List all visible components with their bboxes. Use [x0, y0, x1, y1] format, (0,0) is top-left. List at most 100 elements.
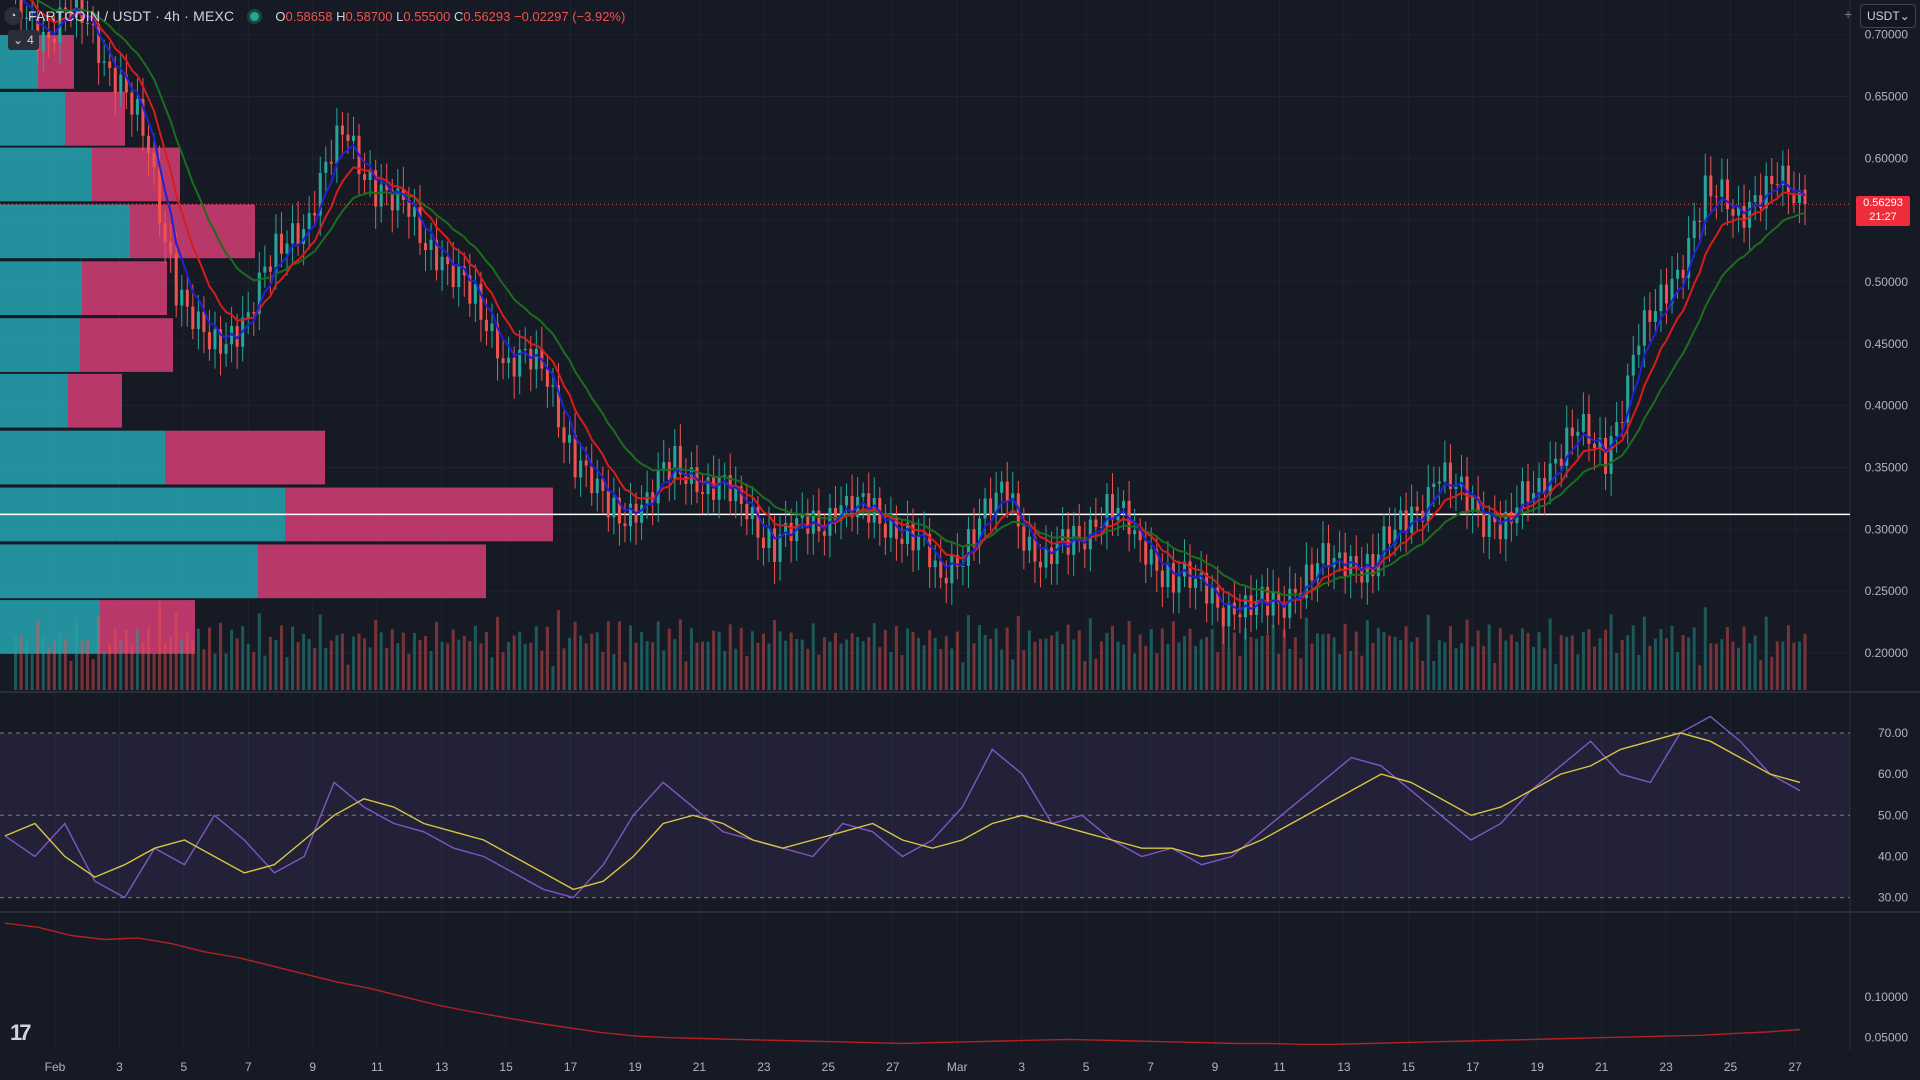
volume-bar	[63, 638, 67, 690]
volume-bar	[739, 627, 743, 690]
volume-bar	[1620, 640, 1624, 690]
candle-body	[1133, 530, 1137, 535]
candle-body	[1576, 431, 1580, 436]
volume-bar	[1027, 630, 1031, 690]
candle-body	[1748, 201, 1752, 228]
candle-body	[1764, 176, 1768, 209]
volume-bar	[1177, 642, 1181, 690]
candle-body	[484, 319, 488, 331]
volume-bar	[368, 647, 372, 690]
candle-body	[1227, 602, 1231, 627]
candle-body	[1554, 458, 1558, 464]
volume-bar	[1376, 627, 1380, 690]
volume-bar	[634, 642, 638, 690]
lower-tick-label: 0.10000	[1865, 990, 1909, 1004]
y-tick-label: 0.20000	[1865, 646, 1909, 660]
volume-bar	[1210, 629, 1214, 690]
y-tick-label: 0.65000	[1865, 90, 1909, 104]
candle-body	[496, 323, 500, 359]
candle-body	[1387, 526, 1392, 544]
volume-bar	[1570, 635, 1574, 690]
candle-body	[1803, 189, 1807, 205]
candle-body	[1759, 195, 1763, 209]
y-tick-label: 0.60000	[1865, 151, 1909, 165]
x-tick-label: 11	[1273, 1060, 1286, 1074]
currency-button[interactable]: USDT ⌄	[1860, 4, 1916, 28]
volume-bar	[412, 632, 416, 690]
volume-bar	[1736, 647, 1741, 690]
volume-bar	[47, 646, 51, 690]
volume-bar	[69, 660, 73, 690]
volume-bar	[1277, 653, 1281, 690]
candle-body	[52, 38, 56, 43]
candle-body	[1526, 481, 1530, 502]
candle-body	[1404, 510, 1408, 533]
volume-bar	[789, 632, 793, 690]
volume-bar	[207, 627, 211, 690]
volume-bar	[1797, 641, 1801, 690]
candle-body	[1498, 522, 1502, 540]
volume-bar	[673, 639, 677, 690]
rsi-tick-label: 30.00	[1878, 891, 1908, 905]
volume-bar	[617, 621, 621, 690]
volume-bar	[551, 665, 555, 690]
candle-body	[291, 223, 295, 244]
volume-bar	[1393, 636, 1397, 690]
volume-bar	[329, 640, 333, 690]
volume-bar	[1354, 631, 1358, 690]
candle-body	[789, 522, 793, 542]
volume-bar	[917, 637, 921, 690]
volume-profile-down-bar	[80, 318, 173, 372]
volume-bar	[74, 617, 79, 690]
candle-body	[1399, 510, 1403, 530]
volume-bar	[640, 632, 644, 690]
candle-body	[302, 229, 306, 245]
indicator-collapse-button[interactable]: ⌄ 4	[8, 30, 39, 50]
symbol-title[interactable]: FARTCOIN / USDT · 4h · MEXC	[28, 8, 235, 24]
volume-profile-up-bar	[0, 147, 92, 202]
volume-bar	[584, 643, 588, 690]
volume-profile-up-bar	[0, 318, 80, 372]
candle-body	[1083, 539, 1087, 550]
candle-body	[745, 504, 749, 520]
volume-bar	[712, 630, 716, 690]
volume-bar	[1781, 641, 1785, 690]
volume-bar	[540, 650, 544, 690]
volume-bar	[1227, 648, 1231, 690]
ema-mid-line	[29, 0, 1806, 606]
candle-body	[1061, 529, 1065, 543]
candle-body	[1288, 588, 1292, 618]
volume-bar	[1764, 616, 1768, 690]
volume-bar	[1581, 631, 1585, 690]
candle-body	[1443, 462, 1447, 482]
rsi-tick-label: 60.00	[1878, 767, 1908, 781]
candle-body	[590, 465, 594, 494]
candle-body	[706, 477, 710, 495]
volume-bar	[1005, 627, 1009, 690]
volume-bar	[717, 631, 721, 690]
candle-body	[1349, 556, 1353, 577]
candle-body	[1027, 536, 1031, 551]
candle-body	[97, 24, 101, 63]
candle-body	[1415, 506, 1419, 511]
volume-bar	[241, 626, 245, 690]
candle-body	[1487, 515, 1491, 537]
volume-bar	[385, 647, 389, 690]
volume-bar	[108, 643, 112, 690]
candle-body	[246, 312, 250, 318]
volume-bar	[507, 641, 511, 690]
tradingview-logo-icon[interactable]: 17	[10, 1020, 32, 1045]
volume-bar	[1149, 629, 1153, 690]
candle-body	[324, 161, 328, 173]
rsi-tick-label: 40.00	[1878, 849, 1908, 863]
rsi-tick-label: 50.00	[1878, 808, 1908, 822]
candle-body	[457, 266, 461, 288]
volume-bar	[52, 640, 56, 690]
volume-bar	[86, 639, 90, 690]
volume-bar	[1399, 639, 1403, 690]
candle-body	[501, 358, 505, 363]
y-tick-label: 0.30000	[1865, 522, 1909, 536]
volume-bar	[25, 641, 29, 690]
add-icon[interactable]: +	[1844, 6, 1853, 22]
